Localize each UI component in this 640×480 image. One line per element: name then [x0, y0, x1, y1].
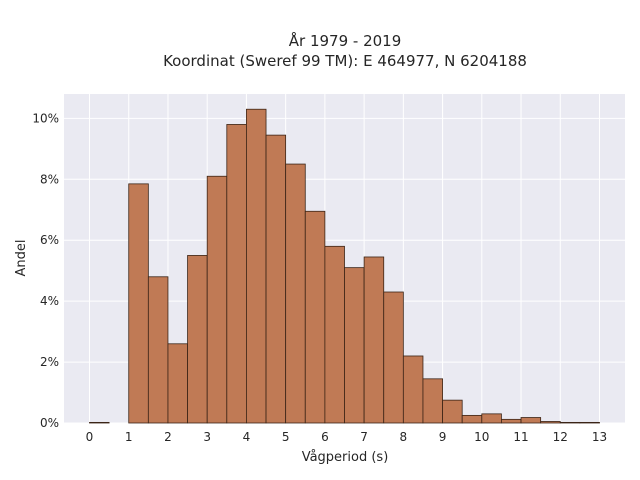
y-tick-label: 2%: [40, 355, 59, 369]
histogram-bar: [128, 183, 149, 424]
y-tick-label: 0%: [40, 416, 59, 430]
histogram-bar: [285, 163, 306, 424]
histogram-bar: [501, 418, 522, 424]
x-tick-label: 2: [164, 430, 172, 444]
histogram-bar: [383, 291, 404, 424]
histogram-bar: [167, 343, 188, 424]
x-tick-label: 4: [243, 430, 251, 444]
x-tick-label: 10: [474, 430, 489, 444]
histogram-bar: [481, 413, 502, 424]
bars: [89, 108, 600, 424]
x-tick-label: 8: [400, 430, 408, 444]
histogram-bar: [324, 245, 345, 424]
y-tick-label: 10%: [32, 111, 59, 125]
x-tick-label: 9: [439, 430, 447, 444]
x-tick-label: 0: [86, 430, 94, 444]
chart-title-line2: Koordinat (Sweref 99 TM): E 464977, N 62…: [163, 52, 527, 70]
x-axis-ticks: 0 1 2 3 4 5 6 7 8 9 10 11 12 13: [86, 430, 607, 444]
histogram-bar: [226, 124, 247, 424]
histogram-bar: [422, 378, 443, 424]
y-axis-ticks: 0% 2% 4% 6% 8% 10%: [32, 111, 59, 430]
histogram-bar: [265, 134, 287, 424]
x-tick-label: 12: [553, 430, 568, 444]
histogram-bar: [559, 421, 581, 424]
x-tick-label: 5: [282, 430, 290, 444]
chart-title-line1: År 1979 - 2019: [289, 31, 402, 50]
y-tick-label: 8%: [40, 172, 59, 186]
histogram-bar: [246, 108, 267, 424]
x-tick-label: 11: [513, 430, 528, 444]
histogram-bar: [461, 414, 483, 424]
x-tick-label: 13: [592, 430, 607, 444]
y-axis-label: Andel: [14, 240, 29, 277]
histogram-bar: [304, 210, 326, 424]
histogram-bar: [363, 256, 385, 424]
histogram-bar: [89, 421, 110, 424]
histogram-bar: [540, 421, 561, 424]
x-axis-label: Vågperiod (s): [302, 450, 389, 465]
histogram-bar: [579, 421, 600, 424]
histogram-bar: [520, 417, 542, 424]
y-tick-label: 4%: [40, 294, 59, 308]
histogram-bar: [402, 355, 424, 424]
histogram-bar: [344, 267, 365, 424]
histogram-bar: [206, 175, 228, 424]
histogram-bar: [147, 276, 169, 424]
x-tick-label: 7: [360, 430, 368, 444]
x-tick-label: 3: [203, 430, 211, 444]
x-tick-label: 6: [321, 430, 329, 444]
histogram-bar: [187, 255, 208, 424]
x-tick-label: 1: [125, 430, 133, 444]
histogram-bar: [442, 399, 463, 424]
y-tick-label: 6%: [40, 233, 59, 247]
